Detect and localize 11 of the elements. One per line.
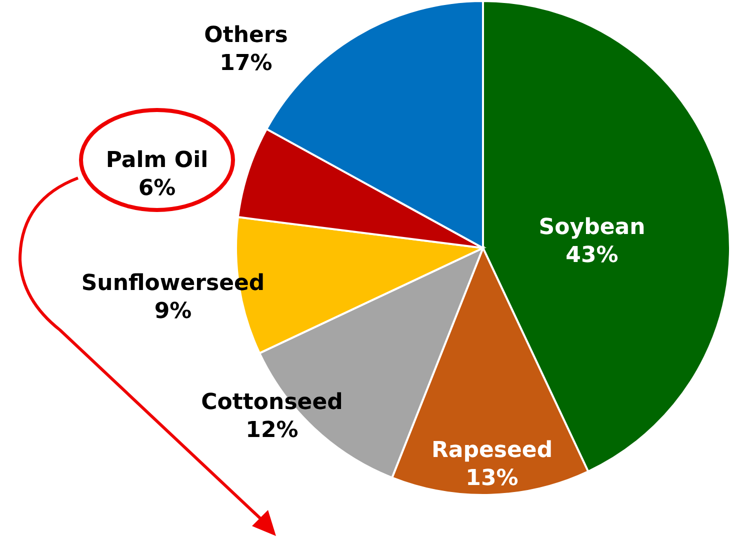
data-label: 43% — [566, 243, 618, 268]
data-label: 17% — [220, 51, 272, 76]
data-label: 12% — [246, 418, 298, 443]
slice-label: Palm Oil — [106, 148, 208, 173]
slice-label: Rapeseed — [431, 438, 553, 463]
data-label: 9% — [154, 299, 192, 324]
data-label: 13% — [466, 466, 518, 491]
data-label: 6% — [138, 176, 176, 201]
slice-label: Others — [204, 23, 288, 48]
slice-label: Soybean — [538, 215, 646, 240]
slice-label: Cottonseed — [201, 390, 343, 415]
